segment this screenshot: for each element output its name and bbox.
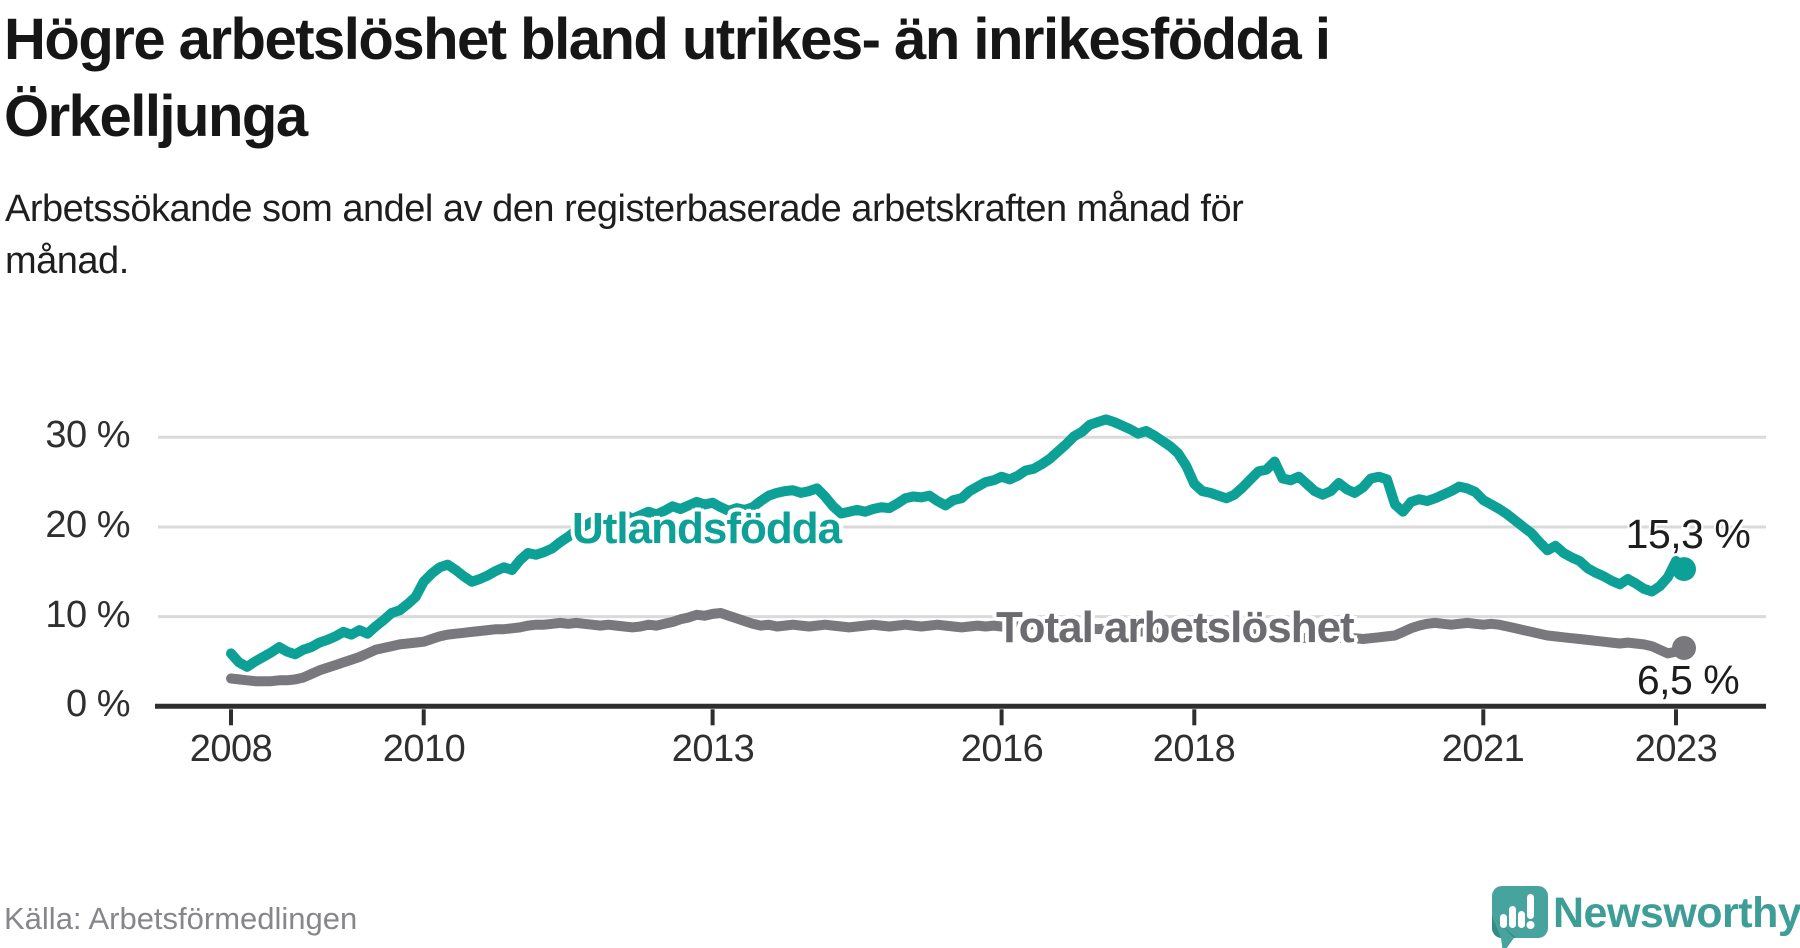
- brand-wordmark: Newsworthy: [1553, 889, 1800, 937]
- bar-1: [1500, 914, 1507, 928]
- bar-3: [1518, 911, 1525, 928]
- series-end-dot-total-arbetsl-shet: [1672, 636, 1696, 660]
- chart-subtitle-line-1: Arbetssökande som andel av den registerb…: [5, 188, 1244, 230]
- series-line-utlandsf-dda: [226, 414, 1689, 672]
- x-axis-label-2013: 2013: [671, 728, 755, 770]
- y-axis-label-10: 10 %: [45, 594, 130, 636]
- series-end-dot-utlandsf-dda: [1672, 557, 1696, 582]
- x-axis-label-2021: 2021: [1441, 728, 1525, 770]
- y-axis-label-30: 30 %: [45, 414, 130, 456]
- series-line-total-arbetsl-shet: [226, 608, 1689, 687]
- chart-subtitle-line-2: månad.: [5, 240, 129, 282]
- source-note: Källa: Arbetsförmedlingen: [4, 901, 358, 936]
- series-label-utlandsfodda: Utlandsfödda: [572, 504, 842, 553]
- end-value-label-utlandsfodda: 15,3 %: [1625, 511, 1751, 557]
- page-title-line-2: Örkelljunga: [4, 84, 308, 149]
- x-axis-label-2023: 2023: [1634, 728, 1718, 770]
- x-axis-label-2008: 2008: [189, 728, 273, 770]
- bar-2: [1509, 906, 1516, 928]
- x-axis-label-2010: 2010: [382, 728, 466, 770]
- exclamation-bar: [1527, 894, 1534, 919]
- y-axis-label-0: 0 %: [66, 683, 130, 725]
- end-value-label-total: 6,5 %: [1636, 657, 1740, 703]
- exclamation-dot: [1526, 921, 1535, 929]
- series-label-total-arbetsloshet: Total arbetslöshet: [996, 603, 1355, 652]
- x-axis-label-2018: 2018: [1152, 728, 1236, 770]
- newsworthy-logo-icon: [1491, 886, 1548, 948]
- y-axis-label-20: 20 %: [45, 504, 130, 546]
- x-axis-label-2016: 2016: [960, 728, 1044, 770]
- page-title-line-1: Högre arbetslöshet bland utrikes- än inr…: [4, 7, 1331, 72]
